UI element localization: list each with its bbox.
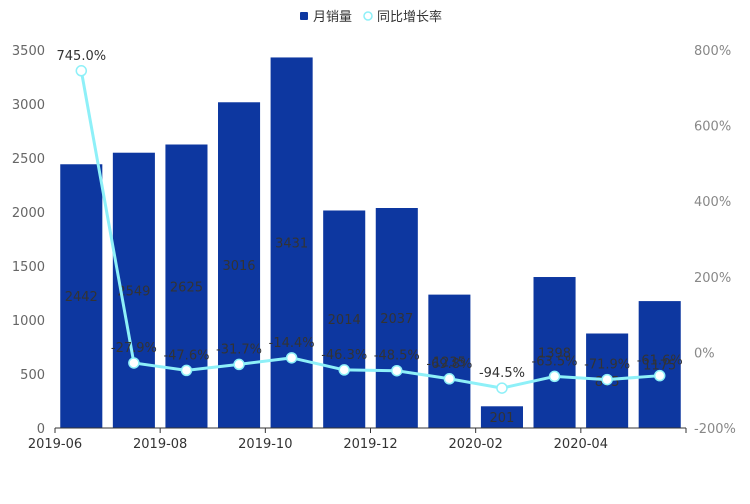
bar	[323, 210, 366, 428]
bar	[375, 208, 418, 428]
line-series	[75, 65, 666, 394]
growth-rate-label: -31.7%	[216, 342, 262, 357]
x-tick-label: 2019-10	[238, 437, 292, 452]
bar-value-label: 1175	[643, 359, 676, 374]
growth-rate-label: 745.0%	[57, 49, 107, 64]
bar	[218, 102, 261, 428]
bar	[270, 57, 313, 429]
y-right-tick-label: 400%	[694, 195, 731, 210]
y-right-tick-label: 800%	[694, 44, 731, 59]
growth-rate-label: -63.5%	[532, 354, 578, 369]
growth-rate-point	[443, 373, 456, 385]
growth-rate-point	[180, 364, 193, 377]
bar-labels: 2442254926253016343120142037123520113988…	[65, 237, 677, 426]
growth-rate-label: -94.5%	[479, 366, 525, 381]
y-right-tick-label: 200%	[694, 271, 731, 286]
y-left-tick-label: 2000	[12, 206, 45, 221]
growth-rate-point	[548, 370, 561, 383]
x-tick-label: 2020-02	[449, 437, 503, 452]
y-right-tick-label: 0%	[694, 346, 715, 361]
bar-value-label: 1235	[433, 355, 466, 370]
y-left-tick-label: 0	[37, 422, 45, 437]
bar-value-label: 2014	[328, 313, 361, 328]
legend-label: 月销量	[313, 10, 352, 25]
y-left-tick-label: 500	[20, 368, 45, 383]
bar-value-label: 2625	[170, 280, 203, 295]
growth-rate-label: -61.6%	[637, 354, 683, 369]
x-tick-label: 2019-06	[28, 437, 82, 452]
growth-rate-point	[285, 352, 298, 364]
bar	[165, 144, 208, 428]
bar-value-label: 2549	[117, 284, 150, 299]
growth-rate-label: -47.6%	[163, 348, 209, 363]
growth-rate-point	[338, 364, 350, 376]
legend: 月销量 同比增长率	[300, 9, 442, 25]
bar	[533, 277, 576, 428]
growth-rate-point	[233, 358, 245, 371]
axes: 2019-06 2019-08 2019-10 2019-12 2020-02 2020-…	[12, 44, 736, 452]
legend-marker-line	[363, 11, 373, 21]
growth-rate-label: -46.3%	[321, 348, 367, 363]
legend-marker-bar	[300, 12, 308, 20]
bar-value-label: 201	[490, 411, 515, 426]
y-left-tick-label: 1500	[12, 260, 45, 275]
growth-rate-point	[653, 369, 666, 382]
x-tick-label: 2020-04	[554, 437, 608, 452]
y-right-tick-label: -200%	[694, 422, 736, 437]
growth-rate-point	[496, 382, 508, 394]
growth-rate-label: -69.8%	[426, 357, 472, 372]
growth-rate-label: -14.4%	[269, 336, 315, 351]
x-tick-label: 2019-12	[343, 437, 397, 452]
x-tick-label: 2019-08	[133, 437, 187, 452]
growth-rate-point	[391, 364, 403, 377]
growth-rate-label: -27.9%	[111, 341, 157, 356]
y-left-tick-label: 3500	[12, 44, 45, 59]
legend-label: 同比增长率	[377, 9, 442, 25]
line-labels: 745.0% -27.9% -47.6% -31.7% -14.4% -46.3% -48.…	[57, 49, 683, 381]
bar	[638, 301, 681, 428]
growth-rate-point	[601, 373, 613, 386]
y-right-tick-label: 600%	[694, 120, 731, 135]
bar-value-label: 3016	[222, 259, 255, 274]
bar-value-label: 2037	[380, 312, 413, 327]
bar	[480, 406, 523, 428]
y-left-tick-label: 3000	[12, 98, 45, 113]
bar	[60, 164, 103, 428]
y-left-tick-label: 1000	[12, 314, 45, 329]
growth-rate-label: -48.5%	[374, 349, 420, 364]
y-left-tick-label: 2500	[12, 152, 45, 167]
growth-rate-label: -71.9%	[584, 358, 630, 373]
growth-rate-point	[128, 357, 140, 369]
bar-value-label: 3431	[275, 237, 308, 252]
growth-rate-line	[79, 70, 660, 390]
bar-series	[60, 57, 681, 429]
bar	[428, 294, 471, 428]
bar-value-label: 1398	[538, 347, 571, 362]
growth-rate-point	[75, 65, 88, 77]
bar-value-label: 2442	[65, 290, 98, 305]
